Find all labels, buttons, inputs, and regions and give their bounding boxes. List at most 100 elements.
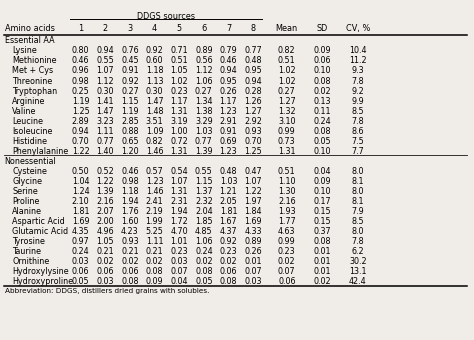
Text: 8.1: 8.1	[352, 177, 364, 186]
Text: 0.23: 0.23	[170, 247, 188, 256]
Text: Hydroxyproline: Hydroxyproline	[12, 277, 73, 286]
Text: Tyrosine: Tyrosine	[12, 237, 45, 246]
Text: 0.45: 0.45	[121, 56, 139, 65]
Text: 1.67: 1.67	[219, 217, 237, 226]
Text: 1.25: 1.25	[72, 106, 90, 116]
Text: 0.93: 0.93	[121, 237, 139, 246]
Text: 0.99: 0.99	[278, 237, 296, 246]
Text: 0.48: 0.48	[220, 167, 237, 176]
Text: 0.01: 0.01	[245, 257, 262, 266]
Text: 1.02: 1.02	[170, 76, 188, 85]
Text: 0.06: 0.06	[314, 56, 331, 65]
Text: 9.3: 9.3	[352, 67, 364, 75]
Text: 1.38: 1.38	[195, 106, 212, 116]
Text: 2.32: 2.32	[195, 197, 213, 206]
Text: Leucine: Leucine	[12, 117, 43, 125]
Text: 1.69: 1.69	[72, 217, 90, 226]
Text: 0.98: 0.98	[121, 177, 139, 186]
Text: 1.76: 1.76	[121, 207, 139, 216]
Text: DDGS sources: DDGS sources	[137, 12, 195, 21]
Text: 3: 3	[128, 24, 132, 33]
Text: 1.47: 1.47	[146, 97, 164, 105]
Text: 1.15: 1.15	[195, 177, 213, 186]
Text: 3.51: 3.51	[146, 117, 164, 125]
Text: 1.00: 1.00	[171, 126, 188, 136]
Text: 7.9: 7.9	[352, 207, 364, 216]
Text: Threonine: Threonine	[12, 76, 53, 85]
Text: 0.80: 0.80	[72, 47, 89, 55]
Text: 1.22: 1.22	[72, 147, 90, 156]
Text: 1.03: 1.03	[195, 126, 212, 136]
Text: 9.2: 9.2	[352, 86, 364, 96]
Text: 1.22: 1.22	[96, 177, 114, 186]
Text: 1.31: 1.31	[171, 187, 188, 196]
Text: 0.06: 0.06	[97, 267, 114, 276]
Text: 1.31: 1.31	[278, 147, 295, 156]
Text: 1.84: 1.84	[245, 207, 262, 216]
Text: Glutamic Acid: Glutamic Acid	[12, 227, 68, 236]
Text: 1.23: 1.23	[146, 177, 164, 186]
Text: 0.03: 0.03	[171, 257, 188, 266]
Text: Glycine: Glycine	[12, 177, 42, 186]
Text: 1.39: 1.39	[195, 147, 213, 156]
Text: 0.51: 0.51	[278, 167, 296, 176]
Text: 4.96: 4.96	[96, 227, 114, 236]
Text: 3.23: 3.23	[96, 117, 114, 125]
Text: 0.26: 0.26	[244, 247, 262, 256]
Text: 1.94: 1.94	[170, 207, 188, 216]
Text: 0.05: 0.05	[72, 277, 90, 286]
Text: 1.72: 1.72	[170, 217, 188, 226]
Text: 2.16: 2.16	[96, 197, 114, 206]
Text: 0.91: 0.91	[121, 67, 139, 75]
Text: 0.82: 0.82	[146, 137, 164, 146]
Text: 7: 7	[226, 24, 231, 33]
Text: 0.55: 0.55	[96, 56, 114, 65]
Text: 0.70: 0.70	[72, 137, 90, 146]
Text: 11.2: 11.2	[349, 56, 367, 65]
Text: 0.51: 0.51	[278, 56, 296, 65]
Text: 8.0: 8.0	[352, 227, 364, 236]
Text: 0.60: 0.60	[146, 56, 163, 65]
Text: 7.7: 7.7	[352, 147, 364, 156]
Text: 1.77: 1.77	[278, 217, 296, 226]
Text: 0.55: 0.55	[195, 167, 213, 176]
Text: 0.93: 0.93	[244, 126, 262, 136]
Text: 0.10: 0.10	[314, 147, 331, 156]
Text: 0.24: 0.24	[313, 117, 331, 125]
Text: 0.79: 0.79	[219, 47, 237, 55]
Text: 0.51: 0.51	[170, 56, 188, 65]
Text: 0.95: 0.95	[219, 76, 237, 85]
Text: 2.04: 2.04	[195, 207, 213, 216]
Text: 0.28: 0.28	[244, 86, 262, 96]
Text: 0.08: 0.08	[146, 267, 163, 276]
Text: 1.47: 1.47	[96, 106, 114, 116]
Text: 1.23: 1.23	[219, 106, 237, 116]
Text: 0.69: 0.69	[219, 137, 237, 146]
Text: 0.91: 0.91	[219, 126, 237, 136]
Text: 8: 8	[251, 24, 255, 33]
Text: 0.96: 0.96	[72, 67, 90, 75]
Text: 2.19: 2.19	[146, 207, 164, 216]
Text: 2.16: 2.16	[278, 197, 296, 206]
Text: 2.91: 2.91	[219, 117, 237, 125]
Text: Hydroxylysine: Hydroxylysine	[12, 267, 69, 276]
Text: 0.94: 0.94	[219, 67, 237, 75]
Text: 1.09: 1.09	[146, 126, 164, 136]
Text: 0.15: 0.15	[313, 207, 331, 216]
Text: Arginine: Arginine	[12, 97, 46, 105]
Text: 2: 2	[103, 24, 108, 33]
Text: 0.09: 0.09	[313, 47, 331, 55]
Text: 0.02: 0.02	[121, 257, 139, 266]
Text: 0.65: 0.65	[121, 137, 139, 146]
Text: 0.02: 0.02	[195, 257, 213, 266]
Text: 1.20: 1.20	[121, 147, 139, 156]
Text: 0.37: 0.37	[313, 227, 331, 236]
Text: 1.04: 1.04	[72, 177, 89, 186]
Text: 1.18: 1.18	[121, 187, 138, 196]
Text: 0.02: 0.02	[278, 257, 296, 266]
Text: 1.46: 1.46	[146, 187, 163, 196]
Text: 0.94: 0.94	[244, 76, 262, 85]
Text: 1: 1	[78, 24, 83, 33]
Text: 0.48: 0.48	[245, 56, 262, 65]
Text: 1.48: 1.48	[146, 106, 163, 116]
